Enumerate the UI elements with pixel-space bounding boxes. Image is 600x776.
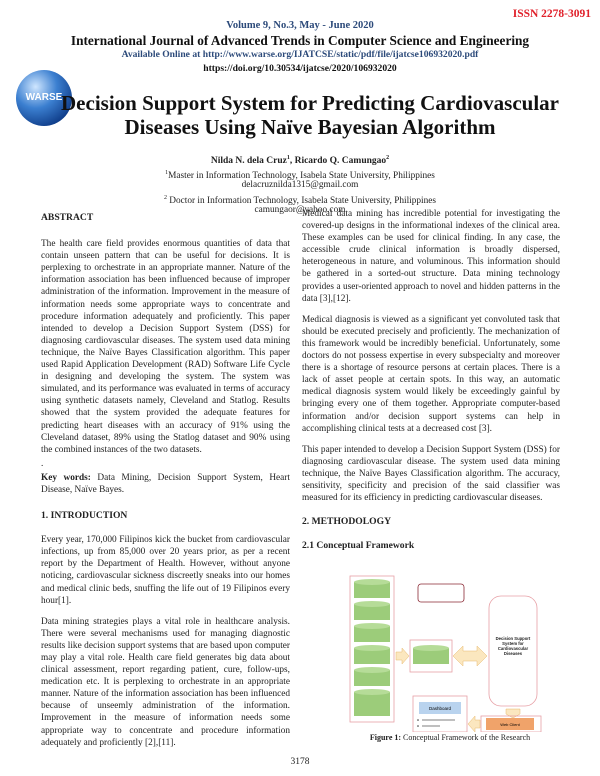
legend-box <box>417 583 465 603</box>
right-paragraph-1: Medical data mining has incredible poten… <box>302 209 560 304</box>
aff-1-sup: 1 <box>165 170 169 176</box>
abstract-text: The health care field provides enormous … <box>41 239 290 455</box>
cylinder-6 <box>354 689 390 716</box>
existing-database-frame <box>409 639 453 673</box>
database-cylinders <box>354 579 390 716</box>
authors: Nilda N. dela Cruz1, Ricardo Q. Camungao… <box>0 155 600 166</box>
double-arrow-icon <box>452 645 488 667</box>
logo-text: WARSE <box>25 92 63 103</box>
author-2-sup: 2 <box>386 155 390 161</box>
email-2: camungaor@yahoo.com <box>254 205 346 215</box>
proposed-system-box <box>488 595 538 707</box>
web-client-box <box>486 718 534 730</box>
affiliation-1: 1Master in Information Technology, Isabe… <box>0 168 600 183</box>
dashboard-label: Dashboard <box>429 706 452 711</box>
aff-1-text: Master in Information Technology, Isabel… <box>168 171 435 182</box>
dashboard-box <box>419 702 461 714</box>
abstract-heading: ABSTRACT <box>41 212 94 223</box>
cylinder-2 <box>354 601 390 620</box>
dss-label: Decision Support System for Cardiovascul… <box>495 636 531 656</box>
author-2: Ricardo Q. Camungao <box>294 156 387 167</box>
cylinder-4 <box>354 645 390 664</box>
methodology-heading: 2. METHODOLOGY <box>302 516 392 528</box>
web-client-label: Web Client <box>500 722 520 727</box>
introduction-heading: 1. INTRODUCTION <box>41 510 128 522</box>
cylinder-3 <box>354 623 390 642</box>
right-column: Medical data mining has incredible poten… <box>302 208 560 561</box>
conceptual-framework-heading: 2.1 Conceptual Framework <box>302 540 415 552</box>
page-number: 3178 <box>290 757 310 767</box>
author-1: Nilda N. dela Cruz <box>210 156 287 167</box>
keywords-text: Data Mining, Decision Support System, He… <box>41 472 290 495</box>
bullet <box>417 725 419 727</box>
user-frame <box>480 715 542 732</box>
arrow-down-icon <box>505 708 521 719</box>
doi-link[interactable]: https://doi.org/10.30534/ijatcse/2020/10… <box>203 63 397 74</box>
journal-name: International Journal of Advanced Trends… <box>70 33 530 48</box>
right-paragraph-3: This paper intended to develop a Decisio… <box>302 444 560 504</box>
paper-title: Decision Support System for Predicting C… <box>60 91 560 139</box>
author-1-sup: 1 <box>286 155 290 161</box>
stray-dot: . <box>41 458 44 469</box>
figure-caption-text: Conceptual Framework of the Research <box>401 733 531 742</box>
cylinder-1 <box>354 579 390 598</box>
conceptual-framework-figure: Decision Support System for Cardiovascul… <box>349 575 542 732</box>
warse-logo: WARSE <box>16 70 72 126</box>
cylinder-5 <box>354 667 390 686</box>
email-1: delacruznilda1315@gmail.com <box>241 180 359 190</box>
figure-caption: Figure 1: Conceptual Framework of the Re… <box>305 733 595 742</box>
aff-2-sup: 2 <box>163 195 167 201</box>
affiliation-2: 2 Doctor in Information Technology, Isab… <box>0 193 600 208</box>
bullet <box>417 719 419 721</box>
existing-system-frame <box>349 575 395 723</box>
keywords: Key words: Data Mining, Decision Support… <box>41 472 290 496</box>
available-online-link[interactable]: Available Online at http://www.warse.org… <box>121 49 479 60</box>
arrow-left-icon <box>467 715 481 732</box>
issn: ISSN 2278-3091 <box>512 8 591 20</box>
figure-label: Figure 1: <box>369 733 402 742</box>
right-paragraph-2: Medical diagnosis is viewed as a signifi… <box>302 314 560 434</box>
dashboard-frame <box>412 695 468 732</box>
keywords-label: Key words: <box>41 472 91 483</box>
author-separator: , <box>289 156 295 167</box>
intro-paragraph-1: Every year, 170,000 Filipinos kick the b… <box>41 535 290 606</box>
arrow-right-icon <box>395 647 410 665</box>
volume-info: Volume 9, No.3, May - June 2020 <box>226 20 374 31</box>
left-column: ABSTRACT The health care field provides … <box>41 212 290 758</box>
title-line-1: Decision Support System for Predicting C… <box>61 91 559 115</box>
existing-database-cylinder <box>413 645 449 664</box>
title-line-2: Diseases Using Naïve Bayesian Algorithm <box>124 115 496 139</box>
aff-2-text: Doctor in Information Technology, Isabel… <box>166 196 437 207</box>
intro-paragraph-2: Data mining strategies plays a vital rol… <box>41 616 290 748</box>
